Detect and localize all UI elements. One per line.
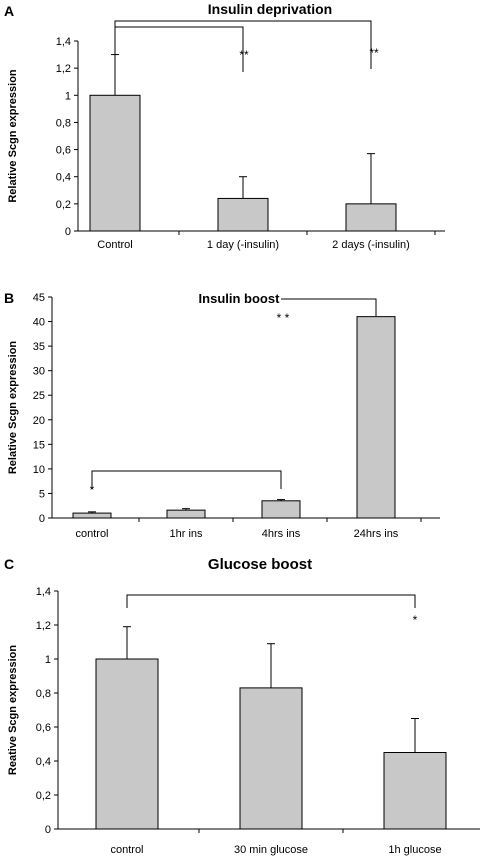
significance-bracket xyxy=(91,470,282,489)
significance-bracket xyxy=(114,26,244,72)
chart-title: Insulin deprivation xyxy=(208,1,332,17)
y-tick-label: 20 xyxy=(33,415,45,427)
panel-letter: C xyxy=(4,556,14,572)
y-tick-label: 0,8 xyxy=(36,688,51,700)
significance-label: * * xyxy=(277,311,290,325)
significance-label: * xyxy=(90,483,95,497)
y-tick-label: 30 xyxy=(33,366,45,378)
y-tick-label: 0,4 xyxy=(56,172,71,184)
chart-panel-a: A Insulin deprivation 0 0,2 0,4 0,6 0,8 1 1,2 1,4… xyxy=(4,1,445,251)
y-tick-label: 15 xyxy=(33,439,45,451)
y-tick-label: 1,2 xyxy=(36,620,51,632)
y-axis-label: Relative Scgn expression xyxy=(7,341,19,475)
significance-label: * xyxy=(413,613,418,627)
y-tick-label: 40 xyxy=(33,317,45,329)
bar xyxy=(261,500,301,519)
y-tick-label: 0,6 xyxy=(36,722,51,734)
x-tick-label: 1hr ins xyxy=(169,528,203,540)
y-tick-label: 0,4 xyxy=(36,756,51,768)
significance-bracket xyxy=(114,20,372,69)
y-tick-label: 1,4 xyxy=(36,586,51,598)
y-tick-label: 0,2 xyxy=(36,790,51,802)
x-tick-label: control xyxy=(75,528,108,540)
y-tick-label: 1 xyxy=(45,654,51,666)
y-tick-label: 10 xyxy=(33,464,45,476)
bar xyxy=(166,509,206,519)
y-tick-label: 1 xyxy=(65,90,71,102)
y-tick-label: 0 xyxy=(65,226,71,238)
y-tick-label: 1,2 xyxy=(56,63,71,75)
y-tick-label: 0,8 xyxy=(56,117,71,129)
bar xyxy=(239,687,303,830)
y-tick-label: 5 xyxy=(39,488,45,500)
y-tick-label: 0 xyxy=(39,513,45,525)
bar xyxy=(95,658,159,830)
y-tick-label: 45 xyxy=(33,292,45,304)
bar xyxy=(383,752,447,830)
y-tick-label: 25 xyxy=(33,390,45,402)
chart-title: Insulin boost xyxy=(199,291,281,306)
x-tick-label: 1h glucose xyxy=(388,844,441,856)
panel-letter: A xyxy=(4,3,14,19)
panel-letter: B xyxy=(4,290,14,306)
x-tick-label: control xyxy=(110,844,143,856)
x-tick-label: 2 days (-insulin) xyxy=(332,239,410,251)
bar xyxy=(72,512,112,519)
bar xyxy=(89,94,141,232)
x-tick-label: 4hrs ins xyxy=(262,528,301,540)
x-tick-label: 24hrs ins xyxy=(354,528,399,540)
y-axis-label: Relative Scgn expression xyxy=(7,69,19,203)
x-tick-label: 30 min glucose xyxy=(234,844,308,856)
significance-bracket xyxy=(126,594,416,608)
chart-title: Glucose boost xyxy=(208,556,312,573)
bar xyxy=(356,316,396,519)
significance-label: ** xyxy=(239,48,249,62)
y-tick-label: 35 xyxy=(33,341,45,353)
chart-panel-c: C Glucose boost 0 0,2 0,4 0,6 0,8 1 1,2 1,4 contro… xyxy=(4,556,480,856)
significance-bracket xyxy=(281,298,377,316)
x-tick-label: 1 day (-insulin) xyxy=(207,239,279,251)
bar xyxy=(217,197,269,232)
chart-panel-b: B Insulin boost 0 5 10 15 20 25 30 35 40 45 control 1… xyxy=(4,290,440,540)
significance-label: ** xyxy=(369,46,379,60)
bar xyxy=(345,203,397,232)
y-tick-label: 1,4 xyxy=(56,36,71,48)
y-axis-label: Reative Scgn expression xyxy=(7,645,19,776)
x-tick-label: Control xyxy=(97,239,132,251)
y-tick-label: 0,6 xyxy=(56,145,71,157)
y-tick-label: 0,2 xyxy=(56,199,71,211)
y-tick-label: 0 xyxy=(45,824,51,836)
